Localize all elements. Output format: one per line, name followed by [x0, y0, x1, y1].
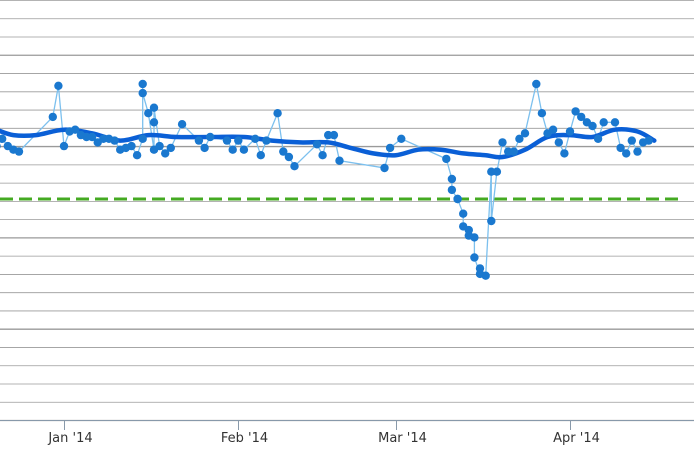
- data-point: [475, 264, 485, 273]
- data-point: [560, 149, 569, 158]
- data-point: [329, 130, 339, 140]
- data-point: [622, 149, 631, 158]
- data-point: [442, 154, 451, 164]
- data-point: [627, 136, 636, 145]
- data-point: [464, 225, 473, 235]
- data-point: [177, 120, 187, 129]
- data-point: [610, 118, 620, 127]
- data-point: [87, 132, 97, 142]
- data-point: [447, 174, 457, 184]
- data-point: [149, 103, 159, 112]
- data-point: [577, 112, 586, 122]
- data-point: [59, 141, 69, 151]
- data-point: [290, 162, 299, 171]
- raw-series-line-group: [0, 83, 649, 278]
- data-point: [155, 141, 164, 151]
- data-point: [256, 151, 265, 160]
- data-point: [0, 134, 7, 143]
- data-point: [222, 136, 232, 145]
- data-point: [335, 156, 344, 165]
- data-point: [262, 136, 271, 145]
- data-point: [273, 109, 282, 118]
- data-point: [138, 134, 147, 143]
- data-point: [459, 209, 468, 218]
- data-point: [0, 143, 1, 149]
- data-point: [548, 125, 558, 134]
- gridlines: [0, 0, 694, 422]
- x-tick-label: Mar '14: [378, 431, 427, 446]
- data-point: [509, 147, 518, 156]
- data-point: [318, 151, 327, 160]
- data-point: [200, 143, 209, 153]
- data-point: [54, 81, 63, 91]
- data-point: [487, 216, 496, 226]
- data-point: [588, 121, 597, 131]
- raw-series-line: [0, 83, 649, 278]
- data-point: [633, 147, 642, 156]
- data-point: [571, 107, 580, 116]
- data-point: [492, 167, 502, 176]
- data-point: [593, 134, 603, 143]
- data-point: [14, 147, 24, 156]
- data-point: [397, 134, 406, 143]
- data-point: [138, 79, 147, 89]
- x-tick-label: Apr '14: [553, 431, 600, 446]
- data-point: [447, 185, 457, 195]
- data-point: [132, 151, 142, 160]
- data-point: [206, 132, 215, 142]
- data-point: [537, 109, 547, 118]
- data-point: [161, 149, 170, 158]
- data-point: [138, 88, 147, 98]
- data-point: [616, 143, 625, 153]
- data-point: [554, 138, 563, 147]
- x-tick-label: Feb '14: [221, 431, 268, 446]
- data-point: [127, 141, 136, 151]
- data-point: [284, 152, 294, 162]
- data-point: [228, 145, 237, 154]
- data-point: [380, 163, 389, 173]
- data-point: [481, 271, 490, 280]
- data-point: [279, 147, 288, 156]
- data-point: [520, 129, 530, 138]
- data-point: [453, 194, 462, 204]
- data-point: [48, 112, 57, 122]
- data-point: [110, 136, 119, 145]
- data-point: [644, 136, 653, 145]
- data-point: [239, 145, 249, 154]
- data-point: [565, 127, 575, 136]
- data-point: [312, 140, 322, 149]
- x-axis: Jan '14 Feb '14 Mar '14 Apr '14: [0, 420, 694, 446]
- data-point: [194, 136, 204, 145]
- data-point: [470, 253, 479, 262]
- data-point: [599, 118, 608, 127]
- data-point: [470, 233, 479, 242]
- data-point: [144, 109, 153, 118]
- data-point: [385, 143, 395, 153]
- data-point: [234, 136, 243, 145]
- data-point: [515, 134, 524, 143]
- data-point: [532, 79, 541, 89]
- data-point: [71, 125, 80, 134]
- data-point: [166, 143, 175, 153]
- data-point: [251, 134, 260, 143]
- data-points-group: [0, 79, 653, 280]
- x-tick-label: Jan '14: [47, 431, 92, 446]
- data-point: [498, 138, 507, 147]
- data-point: [149, 118, 159, 127]
